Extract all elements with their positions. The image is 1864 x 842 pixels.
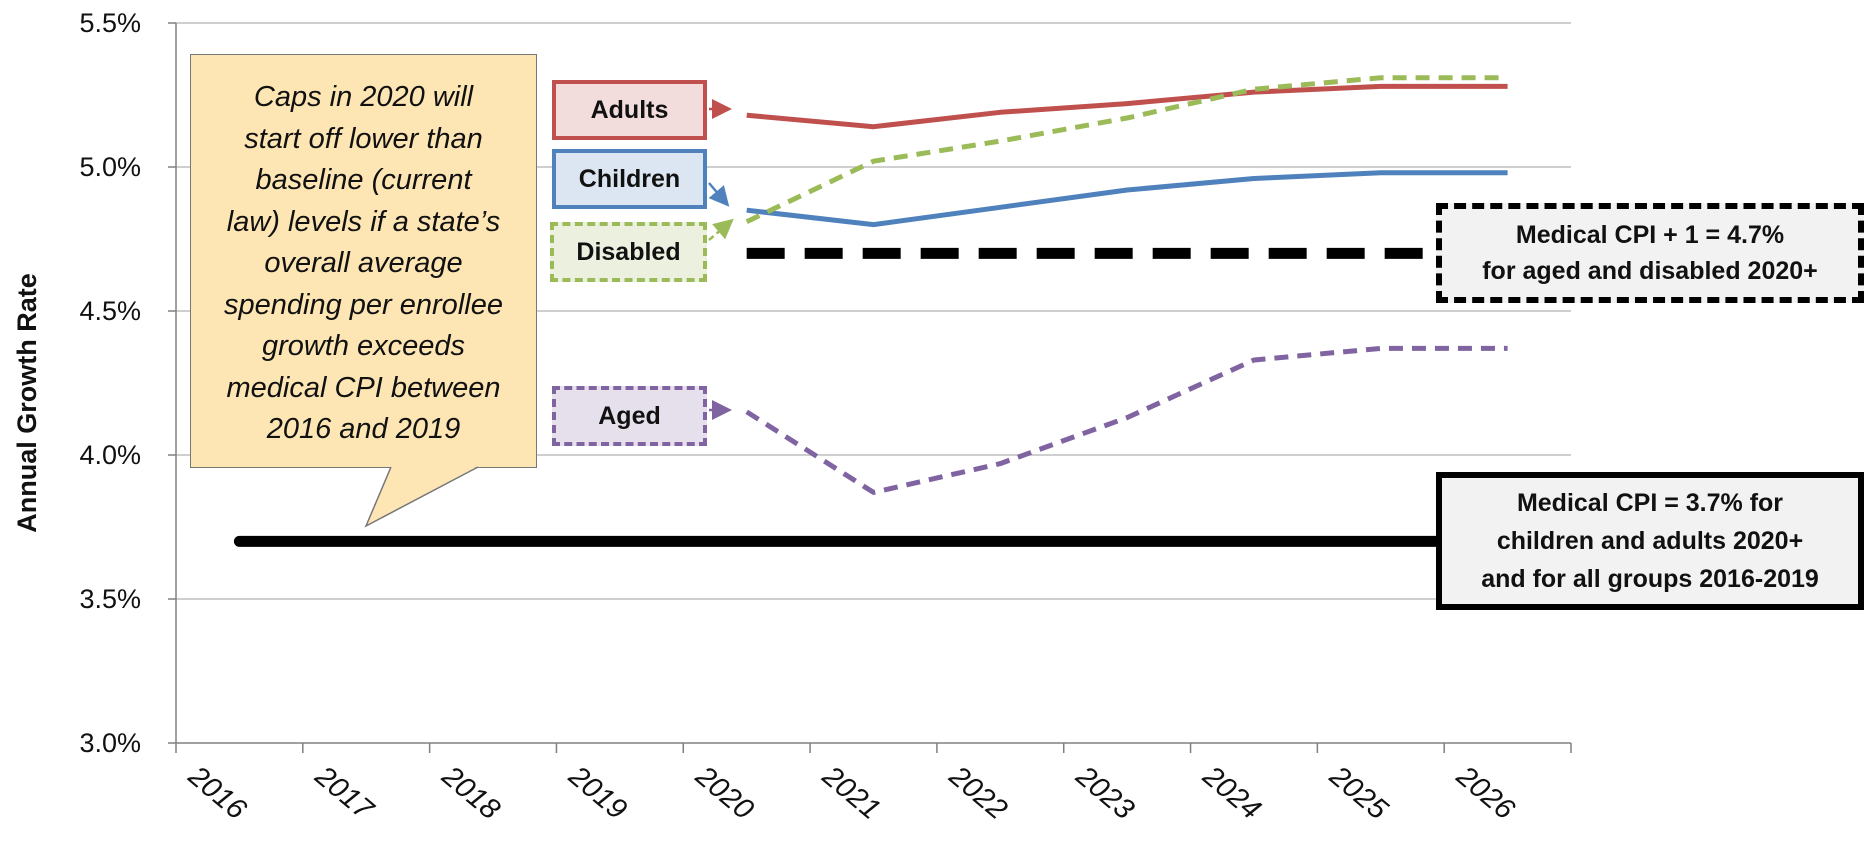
callout-line: overall average bbox=[264, 247, 463, 279]
y-axis-label: Annual Growth Rate bbox=[12, 273, 42, 533]
x-tick-label: 2017 bbox=[308, 759, 380, 827]
medical-cpi-annotation: Medical CPI = 3.7% for children and adul… bbox=[1436, 472, 1864, 610]
annotation-line: children and adults 2020+ bbox=[1496, 527, 1804, 555]
x-tick-label: 2022 bbox=[942, 759, 1013, 826]
y-tick-label: 4.0% bbox=[79, 440, 141, 470]
series-label-adults: Adults bbox=[552, 80, 707, 140]
series-line-adults bbox=[746, 83, 1508, 130]
y-tick-label: 3.5% bbox=[79, 584, 141, 614]
data-series bbox=[745, 75, 1508, 495]
x-tick-label: 2018 bbox=[435, 759, 506, 826]
series-label-children: Children bbox=[552, 149, 707, 209]
x-tick-label: 2016 bbox=[181, 759, 252, 826]
annotation-line: Medical CPI + 1 = 4.7% bbox=[1515, 221, 1785, 249]
x-tick-label: 2021 bbox=[816, 759, 887, 826]
annotation-line: for aged and disabled 2020+ bbox=[1482, 257, 1818, 285]
label-arrow bbox=[708, 182, 730, 207]
callout-line: growth exceeds bbox=[261, 330, 466, 362]
annotation-line: and for all groups 2016-2019 bbox=[1481, 565, 1819, 593]
x-tick-label: 2024 bbox=[1196, 759, 1267, 826]
callout-line: law) levels if a state’s bbox=[226, 205, 501, 238]
callout-line: medical CPI between bbox=[226, 371, 501, 404]
y-tick-label: 3.0% bbox=[79, 728, 141, 758]
callout-line: spending per enrollee bbox=[224, 288, 503, 321]
label-arrows bbox=[708, 99, 734, 420]
series-label-text: Disabled bbox=[576, 237, 681, 266]
y-tick-label: 5.5% bbox=[79, 8, 141, 38]
x-tick-label: 2020 bbox=[689, 759, 760, 826]
y-tick-label: 4.5% bbox=[79, 296, 141, 326]
callout-line: baseline (current bbox=[255, 164, 472, 196]
callout-pointer bbox=[364, 466, 479, 528]
callout-line: Caps in 2020 will bbox=[253, 81, 474, 113]
label-arrow bbox=[708, 218, 734, 241]
x-tick-label: 2026 bbox=[1450, 759, 1521, 826]
series-label-aged: Aged bbox=[552, 386, 707, 446]
x-tick-label: 2025 bbox=[1323, 759, 1394, 826]
reference-lines bbox=[233, 247, 1514, 547]
series-label-disabled: Disabled bbox=[550, 222, 707, 282]
series-line-aged bbox=[745, 345, 1508, 495]
series-line-children bbox=[746, 170, 1508, 228]
callout-note: Caps in 2020 will start off lower than b… bbox=[190, 54, 537, 468]
series-line-disabled bbox=[745, 75, 1508, 224]
annotation-line: Medical CPI = 3.7% for bbox=[1516, 489, 1784, 517]
series-label-text: Children bbox=[578, 164, 681, 193]
medical-cpi-plus-one-annotation: Medical CPI + 1 = 4.7% for aged and disa… bbox=[1436, 203, 1864, 303]
callout-line: 2016 and 2019 bbox=[266, 413, 461, 445]
x-tick-label: 2019 bbox=[562, 759, 633, 826]
y-tick-label: 5.0% bbox=[79, 152, 141, 182]
series-label-text: Adults bbox=[590, 95, 669, 124]
series-label-text: Aged bbox=[598, 401, 661, 430]
callout-line: start off lower than bbox=[244, 122, 483, 155]
x-tick-label: 2023 bbox=[1069, 759, 1140, 826]
